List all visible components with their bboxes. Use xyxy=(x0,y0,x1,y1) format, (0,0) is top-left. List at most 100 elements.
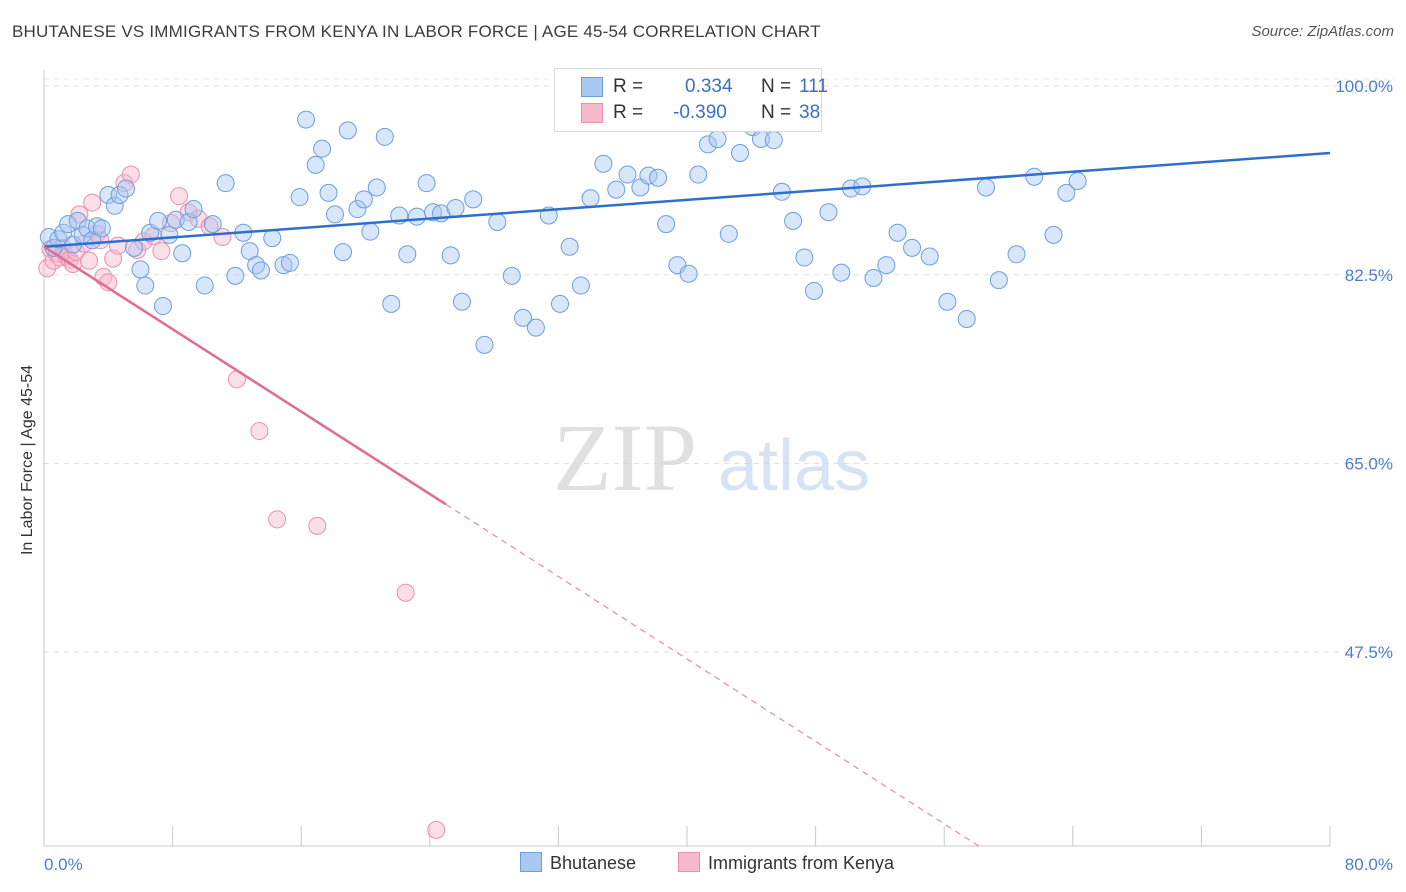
data-point xyxy=(864,269,883,288)
data-point xyxy=(92,219,111,238)
data-point xyxy=(88,217,107,236)
data-point xyxy=(920,247,939,266)
data-point xyxy=(268,510,287,529)
y-tick-labels: 100.0% 82.5% 65.0% 47.5% xyxy=(1335,77,1393,662)
data-point xyxy=(976,178,995,197)
x-tick-label-min: 0.0% xyxy=(44,855,83,874)
data-point xyxy=(216,174,235,193)
data-point xyxy=(247,256,266,275)
data-point xyxy=(325,205,344,224)
bottom-legend-bhutanese: Bhutanese xyxy=(520,852,636,874)
data-point xyxy=(152,242,171,261)
data-point xyxy=(105,196,124,215)
y-tick-label: 65.0% xyxy=(1345,454,1393,473)
data-point xyxy=(560,237,579,256)
data-point xyxy=(708,129,727,148)
y-tick-label: 47.5% xyxy=(1345,643,1393,662)
data-point xyxy=(1068,172,1087,191)
data-point xyxy=(464,190,483,209)
data-point xyxy=(475,335,494,354)
data-point xyxy=(149,211,168,230)
data-point xyxy=(407,207,426,226)
data-point xyxy=(446,198,465,217)
data-point xyxy=(80,251,99,270)
data-point xyxy=(551,294,570,313)
data-point xyxy=(427,820,446,839)
trend-line-bhutanese xyxy=(43,151,1331,249)
grid-lines xyxy=(44,78,1395,653)
data-point xyxy=(116,179,135,198)
data-point xyxy=(367,178,386,197)
data-point xyxy=(153,297,172,316)
data-point xyxy=(136,276,155,295)
bottom-legend-swatch-pink xyxy=(678,852,700,872)
data-point xyxy=(1044,225,1063,244)
legend-swatch-blue xyxy=(581,77,603,97)
data-point xyxy=(819,203,838,222)
legend-r-value: 0.334 xyxy=(685,76,733,97)
data-point xyxy=(396,583,415,602)
data-point xyxy=(160,225,179,244)
data-point xyxy=(719,224,738,243)
data-point xyxy=(203,215,222,234)
data-point xyxy=(354,190,373,209)
trend-extension-kenya xyxy=(445,503,980,847)
legend-swatch-pink xyxy=(581,103,603,123)
data-point xyxy=(657,215,676,234)
data-point xyxy=(764,131,783,150)
data-point xyxy=(698,135,717,154)
data-point xyxy=(441,246,460,265)
legend-n-label: N = xyxy=(761,76,792,97)
data-point xyxy=(306,155,325,174)
data-point xyxy=(110,186,129,205)
data-point xyxy=(679,264,698,283)
data-point xyxy=(333,243,352,262)
data-point xyxy=(526,318,545,337)
data-point xyxy=(226,266,245,285)
data-point xyxy=(54,223,73,242)
data-point xyxy=(1007,245,1026,264)
data-point xyxy=(989,271,1008,290)
data-point xyxy=(290,188,309,207)
data-point xyxy=(1025,167,1044,186)
data-point xyxy=(131,260,150,279)
trend-line-kenya xyxy=(43,245,447,506)
data-point xyxy=(280,253,299,272)
data-point xyxy=(398,245,417,264)
data-point xyxy=(488,212,507,231)
legend-r-value: -0.390 xyxy=(673,102,727,123)
data-point xyxy=(338,121,357,140)
y-tick-label: 100.0% xyxy=(1335,77,1393,96)
data-point xyxy=(957,309,976,328)
data-point xyxy=(38,259,57,278)
source-label: Source: ZipAtlas.com xyxy=(1251,23,1394,40)
correlation-legend: R = 0.334 N = 111 R = -0.390 N = 38 xyxy=(554,68,828,132)
data-point xyxy=(184,200,203,219)
bottom-legend-label-bhutanese: Bhutanese xyxy=(550,853,637,873)
data-point xyxy=(571,276,590,295)
trend-lines xyxy=(43,151,1331,847)
data-point xyxy=(618,165,637,184)
data-point xyxy=(888,223,907,242)
bottom-legend-kenya: Immigrants from Kenya xyxy=(678,852,894,874)
y-tick-label: 82.5% xyxy=(1345,266,1393,285)
data-point xyxy=(375,127,394,146)
data-point xyxy=(382,294,401,313)
data-point xyxy=(170,187,189,206)
bottom-legend-swatch-blue xyxy=(520,852,542,872)
x-tick-label-max: 80.0% xyxy=(1345,855,1393,874)
data-point xyxy=(649,168,668,187)
data-point xyxy=(274,256,293,275)
data-point xyxy=(313,139,332,158)
series-bhutanese-points xyxy=(39,110,1087,354)
data-point xyxy=(195,276,214,295)
data-point xyxy=(594,154,613,173)
data-point xyxy=(348,200,367,219)
data-point xyxy=(263,229,282,248)
data-point xyxy=(514,308,533,327)
data-point xyxy=(938,292,957,311)
data-point xyxy=(250,422,269,441)
x-tick-labels: 0.0% 80.0% xyxy=(44,855,1393,874)
data-point xyxy=(68,211,87,230)
